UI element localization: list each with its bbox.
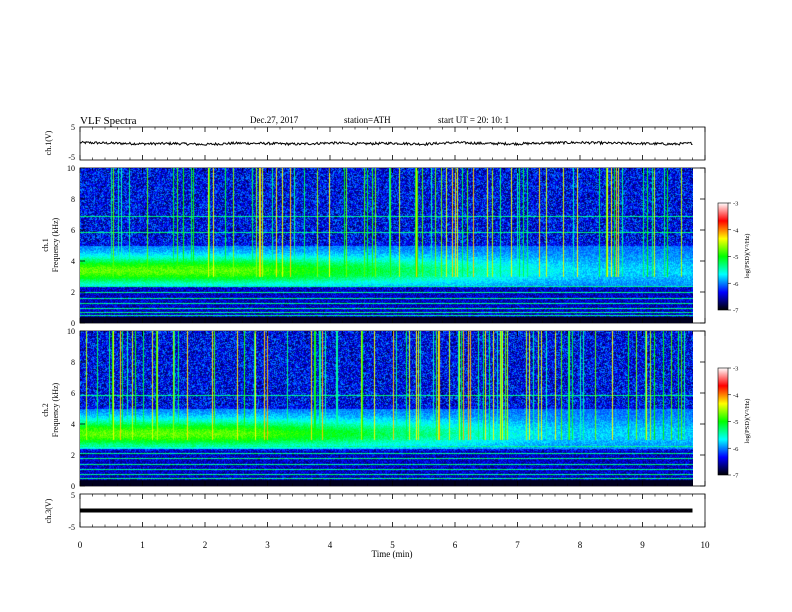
ytick-label: 6 [71, 226, 75, 235]
ytick-label: 10 [67, 327, 75, 336]
date-label: Dec.27, 2017 [250, 115, 299, 125]
ytick-label: 2 [71, 288, 75, 297]
ch2-spectrogram-xticks [79, 331, 706, 486]
figure-title: VLF Spectra [80, 115, 137, 127]
ch1-colorbar-ticks: -3 -4 -5 -6 -7 [728, 201, 739, 315]
time-tick-label: 4 [328, 540, 333, 550]
ch2-colorbar: -3 -4 -5 -6 -7 log(PSD)(V²/Hz) [717, 366, 751, 480]
ch1-waveform-line [79, 140, 693, 147]
ch1-frequency-ylabel: Frequency (kHz) [51, 217, 60, 272]
ch3-ytick-bottom: -5 [68, 523, 75, 532]
ch1-waveform-xticks [79, 127, 706, 160]
ch1-waveform-panel: 5 -5 ch.1(V) [44, 123, 706, 162]
ch2-spectrogram-yticks: 0 2 4 6 8 10 [67, 327, 705, 491]
ch2-spectrogram-image [80, 331, 693, 486]
ch1-waveform-ylabel: ch.1(V) [44, 130, 53, 155]
ch2-colorbar-ticks: -3 -4 -5 -6 -7 [728, 366, 739, 480]
ch3-waveform-ylabel: ch.3(V) [44, 498, 53, 523]
colorbar-tick-label: -3 [733, 201, 738, 208]
ch3-waveform-panel: 5 -5 ch.3(V) 0 1 2 3 4 5 6 7 8 9 10 Time (min) [44, 491, 710, 559]
ytick-label: 8 [71, 195, 75, 204]
ch1-ytick-top: 5 [71, 123, 75, 132]
colorbar-tick-label: -7 [733, 473, 739, 480]
station-label: station=ATH [344, 115, 391, 125]
colorbar-tick-label: -6 [733, 281, 739, 288]
time-axis-label: Time (min) [372, 549, 413, 559]
ch3-ytick-top: 5 [71, 491, 75, 500]
colorbar-tick-label: -4 [733, 227, 739, 234]
time-tick-label: 5 [390, 540, 395, 550]
ytick-label: 0 [71, 319, 75, 328]
ch2-channel-label: ch.2 [41, 403, 50, 417]
colorbar-tick-label: -4 [733, 392, 739, 399]
time-tick-label: 7 [515, 540, 520, 550]
ytick-label: 6 [71, 389, 75, 398]
colorbar-tick-label: -7 [733, 308, 739, 315]
time-axis-ticklabels: 0 1 2 3 4 5 6 7 8 9 10 [78, 540, 710, 550]
ch2-spectrogram-panel: 0 2 4 6 8 10 ch.2 Frequency (kHz) [41, 327, 706, 491]
time-tick-label: 9 [640, 540, 645, 550]
time-tick-label: 0 [78, 540, 83, 550]
ch1-colorbar-label: log(PSD)(V²/Hz) [744, 234, 751, 279]
colorbar-tick-label: -6 [733, 446, 739, 453]
ch2-frequency-ylabel: Frequency (kHz) [51, 382, 60, 437]
ch1-colorbar: -3 -4 -5 -6 -7 log(PSD)(V²/Hz) [717, 201, 751, 315]
time-tick-label: 1 [140, 540, 145, 550]
ch1-spectrogram-yticks: 0 2 4 6 8 10 [67, 164, 705, 328]
ch1-ytick-bottom: -5 [68, 153, 75, 162]
ch1-spectrogram-image [80, 168, 693, 323]
ch1-channel-label: ch.1 [41, 238, 50, 252]
ch3-waveform-xticks [79, 494, 706, 527]
ch1-spectrogram-xticks [79, 168, 706, 323]
ch2-colorbar-gradient [717, 367, 729, 476]
ytick-label: 2 [71, 451, 75, 460]
ch2-colorbar-label: log(PSD)(V²/Hz) [744, 399, 751, 444]
ytick-label: 4 [71, 257, 75, 266]
start-time-label: start UT = 20: 10: 1 [438, 115, 509, 125]
colorbar-tick-label: -5 [733, 254, 738, 261]
time-tick-label: 2 [203, 540, 208, 550]
time-tick-label: 8 [578, 540, 583, 550]
ytick-label: 0 [71, 482, 75, 491]
ytick-label: 10 [67, 164, 75, 173]
ch1-colorbar-gradient [717, 202, 729, 311]
colorbar-tick-label: -5 [733, 419, 738, 426]
colorbar-tick-label: -3 [733, 366, 738, 373]
time-tick-label: 3 [265, 540, 270, 550]
ch1-spectrogram-panel: 0 2 4 6 8 10 ch.1 Frequency (kHz) [41, 164, 706, 328]
ytick-label: 4 [71, 420, 75, 429]
time-tick-label: 6 [453, 540, 458, 550]
time-tick-label: 10 [701, 540, 711, 550]
ytick-label: 8 [71, 358, 75, 367]
